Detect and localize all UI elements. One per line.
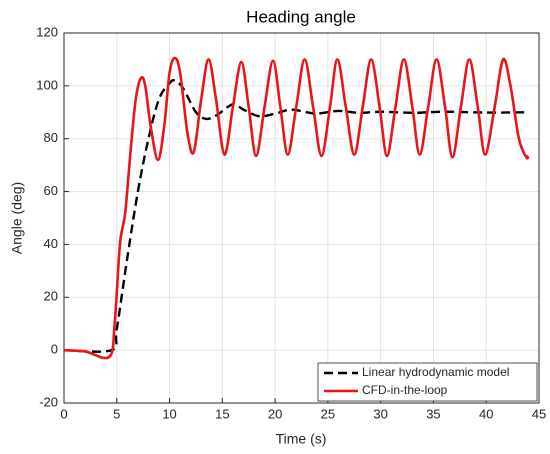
y-tick-label: 120 — [36, 24, 58, 39]
x-tick-label: 25 — [321, 406, 335, 421]
legend-label: Linear hydrodynamic model — [362, 365, 509, 379]
y-tick-label: 100 — [36, 77, 58, 92]
y-tick-label: -20 — [39, 394, 58, 409]
x-tick-label: 15 — [215, 406, 229, 421]
x-tick-label: 30 — [373, 406, 387, 421]
x-axis-label: Time (s) — [276, 431, 327, 447]
line-series — [64, 56, 530, 360]
x-tick-label: 20 — [268, 406, 282, 421]
plot-area — [64, 33, 539, 403]
legend-box — [317, 362, 538, 402]
x-tick-label: 5 — [113, 406, 120, 421]
x-tick-label: 35 — [426, 406, 440, 421]
y-tick-label: 40 — [44, 236, 58, 251]
x-tick-label: 0 — [60, 406, 67, 421]
chart-title: Heading angle — [246, 7, 356, 26]
x-tick-label: 45 — [532, 406, 546, 421]
y-tick-label: 60 — [44, 183, 58, 198]
x-tick-label: 10 — [162, 406, 176, 421]
y-axis-label: Angle (deg) — [9, 182, 25, 254]
legend-label: CFD-in-the-loop — [362, 383, 448, 397]
y-tick-label: 80 — [44, 130, 58, 145]
x-tick-label: 40 — [479, 406, 493, 421]
axes-box — [63, 32, 540, 404]
y-tick-label: 20 — [44, 289, 58, 304]
y-tick-label: 0 — [51, 342, 58, 357]
